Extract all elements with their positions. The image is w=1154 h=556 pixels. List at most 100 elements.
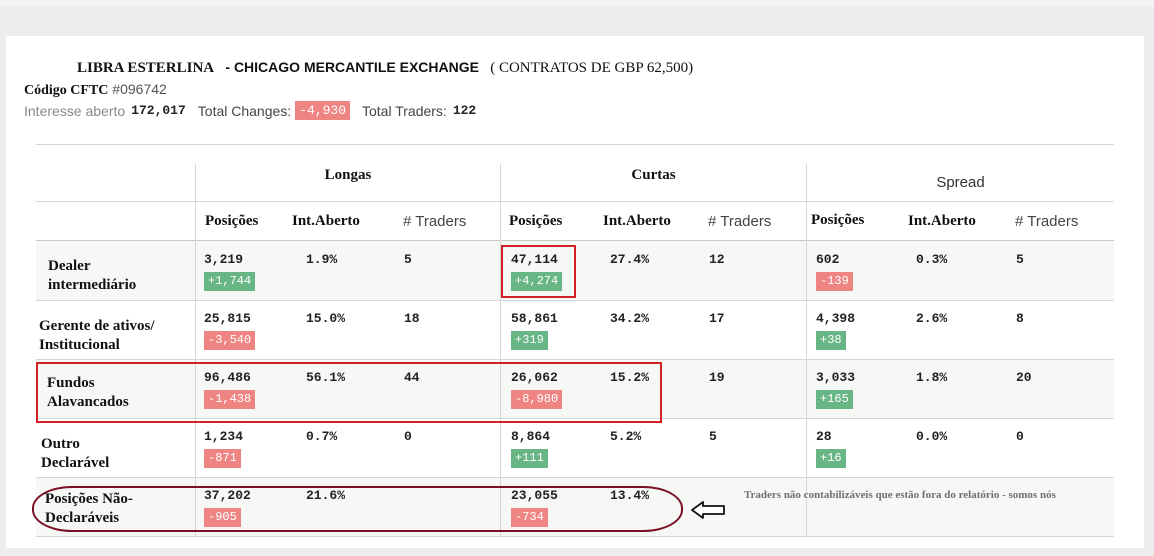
row-label-leveraged-funds: Fundos Alavancados [47, 375, 129, 410]
short-traders: 19 [709, 370, 725, 385]
spread-open-interest: 0.3% [916, 252, 948, 267]
long-change-badge: -905 [204, 508, 241, 527]
col-short-positions: Posições [509, 213, 563, 229]
col-spread-traders: # Traders [1015, 213, 1079, 230]
long-open-interest: 1.9% [306, 252, 338, 267]
long-open-interest: 56.1% [306, 370, 346, 385]
column-header-rule [36, 240, 1114, 241]
short-open-interest: 13.4% [610, 488, 650, 503]
open-interest-value: 172,017 [131, 103, 186, 118]
row-rule-4 [36, 477, 1114, 478]
cftc-code: #096742 [112, 81, 167, 97]
long-positions: 3,219 [204, 252, 244, 267]
row-label-dealer: Dealer intermediário [48, 258, 137, 293]
row-label-asset-manager: Gerente de ativos/Institucional [39, 318, 155, 353]
short-change-badge: -734 [511, 508, 548, 527]
long-open-interest: 15.0% [306, 311, 346, 326]
short-open-interest: 27.4% [610, 252, 650, 267]
short-positions: 26,062 [511, 370, 558, 385]
spread-positions: 602 [816, 252, 840, 267]
left-arrow-icon [691, 501, 725, 519]
spread-positions: 3,033 [816, 370, 856, 385]
cftc-code-line: Código CFTC #096742 [24, 81, 167, 99]
long-change-badge: +1,744 [204, 272, 256, 291]
spread-change-badge: -139 [816, 272, 853, 291]
spread-open-interest: 2.6% [916, 311, 948, 326]
total-changes-badge: -4,930 [295, 101, 350, 120]
short-open-interest: 5.2% [610, 429, 642, 444]
cftc-label: Código CFTC [24, 83, 109, 98]
row-label-other-reportable: Outro Declarável [41, 436, 110, 471]
annotation-note: Traders não contabilizáveis que estão fo… [744, 489, 1056, 501]
exchange-name: - CHICAGO MERCANTILE EXCHANGE [225, 59, 479, 75]
group-header-rule [36, 201, 1114, 202]
long-traders: 5 [404, 252, 412, 267]
total-traders-value: 122 [452, 103, 477, 118]
col-spread-open-interest: Int.Aberto [908, 213, 976, 229]
short-change-badge: +4,274 [511, 272, 563, 291]
spread-change-badge: +165 [816, 390, 853, 409]
table-top-rule [36, 144, 1114, 145]
spread-positions: 28 [816, 429, 832, 444]
col-spread-positions: Posições [811, 212, 865, 228]
open-interest-label: Interesse aberto [24, 102, 126, 119]
long-change-badge: -3,540 [204, 331, 256, 350]
total-traders-label: Total Traders: [362, 102, 447, 119]
long-traders: 18 [404, 311, 420, 326]
short-open-interest: 34.2% [610, 311, 650, 326]
short-traders: 5 [709, 429, 717, 444]
short-positions: 58,861 [511, 311, 558, 326]
group-header-spread: Spread [936, 174, 985, 191]
short-positions: 8,864 [511, 429, 551, 444]
long-traders: 44 [404, 370, 420, 385]
highlight-box-leveraged-funds [36, 362, 662, 423]
spread-change-badge: +38 [816, 331, 846, 350]
currency-name: LIBRA ESTERLINA [77, 60, 215, 76]
spread-change-badge: +16 [816, 449, 846, 468]
long-positions: 96,486 [204, 370, 251, 385]
highlight-ellipse-nonreportable [32, 486, 683, 532]
spread-traders: 5 [1016, 252, 1024, 267]
col-divider-2 [500, 164, 501, 536]
row-rule-3 [36, 418, 1114, 419]
short-traders: 17 [709, 311, 725, 326]
long-change-badge: -1,438 [204, 390, 256, 409]
long-open-interest: 0.7% [306, 429, 338, 444]
summary-stats: Interesse aberto 172,017 Total Changes: … [24, 101, 476, 120]
col-long-traders: # Traders [403, 213, 467, 230]
contract-size: ( CONTRATOS DE GBP 62,500) [490, 60, 694, 76]
short-change-badge: +111 [511, 449, 548, 468]
row-rule-1 [36, 300, 1114, 301]
col-long-positions: Posições [205, 213, 259, 229]
long-positions: 37,202 [204, 488, 251, 503]
total-changes-label: Total Changes: [197, 102, 292, 119]
spread-open-interest: 0.0% [916, 429, 948, 444]
top-strip [0, 0, 1154, 6]
long-traders: 0 [404, 429, 412, 444]
spread-open-interest: 1.8% [916, 370, 948, 385]
col-divider-1 [195, 164, 196, 536]
long-open-interest: 21.6% [306, 488, 346, 503]
group-header-shorts: Curtas [631, 167, 676, 183]
col-short-traders: # Traders [708, 213, 772, 230]
col-short-open-interest: Int.Aberto [603, 213, 671, 229]
short-change-badge: +319 [511, 331, 548, 350]
col-divider-3 [806, 164, 807, 536]
group-header-longs: Longas [324, 167, 372, 183]
short-change-badge: -8,980 [511, 390, 563, 409]
long-positions: 25,815 [204, 311, 251, 326]
row-rule-2 [36, 359, 1114, 360]
col-long-open-interest: Int.Aberto [292, 213, 360, 229]
highlight-box-dealer-shorts [501, 245, 576, 298]
short-traders: 12 [709, 252, 725, 267]
short-open-interest: 15.2% [610, 370, 650, 385]
spread-positions: 4,398 [816, 311, 856, 326]
long-positions: 1,234 [204, 429, 244, 444]
spread-traders: 0 [1016, 429, 1024, 444]
long-change-badge: -871 [204, 449, 241, 468]
spread-traders: 8 [1016, 311, 1024, 326]
table-bottom-rule [36, 536, 1114, 537]
report-title: LIBRA ESTERLINA - CHICAGO MERCANTILE EXC… [77, 59, 693, 77]
spread-traders: 20 [1016, 370, 1032, 385]
short-positions: 47,114 [511, 252, 558, 267]
